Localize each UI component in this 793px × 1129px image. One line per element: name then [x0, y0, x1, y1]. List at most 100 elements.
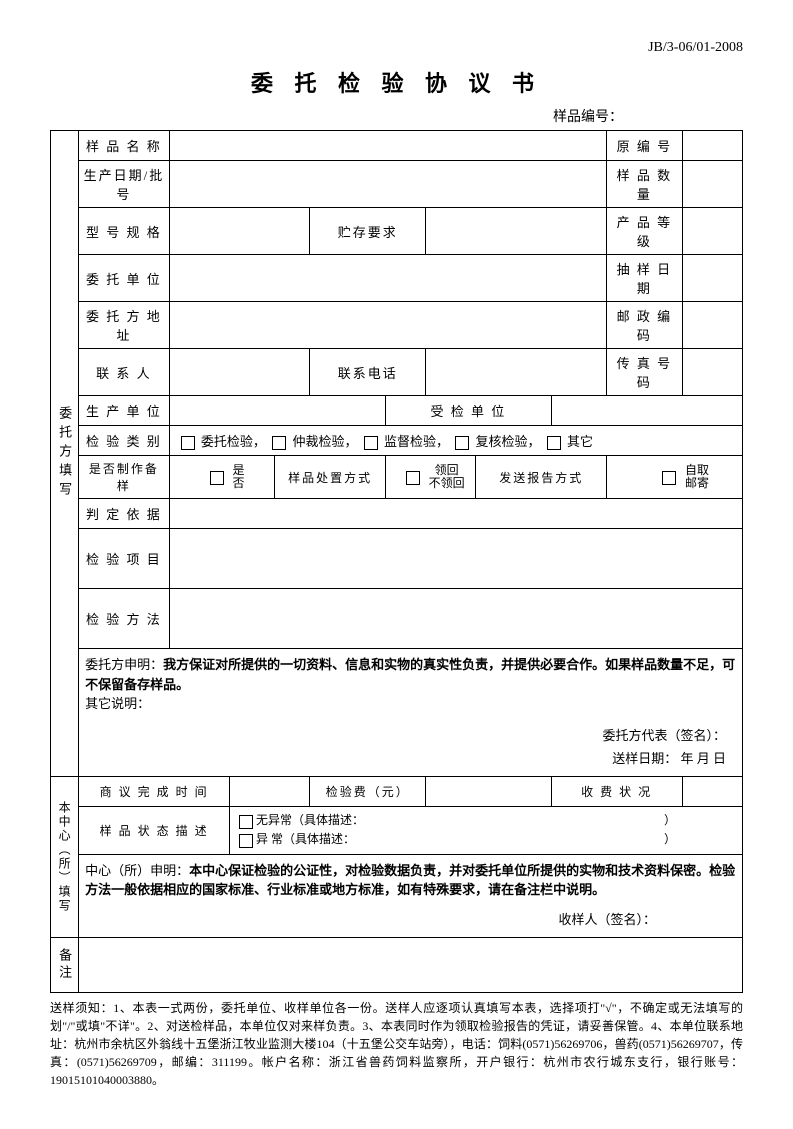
main-form-table: 委托方填写 样 品 名 称 原 编 号 生产日期/批号 样 品 数 量 型 号 …	[50, 130, 743, 993]
checkbox-entrust[interactable]	[181, 436, 195, 450]
field-prod-date[interactable]	[169, 161, 606, 208]
label-fax: 传 真 号 码	[607, 349, 682, 396]
opt-take: 领回	[435, 463, 459, 477]
field-phone[interactable]	[426, 349, 607, 396]
normal-label: 无异常（具体描述：	[256, 813, 364, 827]
submission-notice: 送样须知：1、本表一式两份，委托单位、收样单位各一份。送样人应逐项认真填写本表，…	[50, 999, 743, 1089]
field-storage[interactable]	[426, 208, 607, 255]
receiver-sign-label: 收样人（签名）：	[558, 912, 656, 927]
label-phone: 联系电话	[310, 349, 426, 396]
field-inspected[interactable]	[551, 396, 742, 426]
opt-yes: 是	[233, 463, 245, 477]
page-title: 委 托 检 验 协 议 书	[50, 66, 743, 98]
label-sample-qty: 样 品 数 量	[607, 161, 682, 208]
field-fee[interactable]	[426, 777, 552, 807]
opt-entrust: 委托检验，	[201, 434, 266, 449]
label-prod-date: 生产日期/批号	[79, 161, 170, 208]
center-declaration: 中心（所）申明：本中心保证检验的公证性，对检验数据负责，并对委托单位所提供的实物…	[79, 854, 743, 937]
section1-header: 委托方填写	[51, 131, 79, 777]
label-disposal: 样品处置方式	[275, 456, 386, 499]
checkbox-disposal-wrap	[385, 456, 425, 499]
checkbox-report[interactable]	[662, 471, 676, 485]
document-code: JB/3-06/01-2008	[50, 40, 743, 56]
label-model: 型 号 规 格	[79, 208, 170, 255]
field-insp-type[interactable]: 委托检验， 仲裁检验， 监督检验， 复核检验， 其它	[169, 426, 742, 456]
field-sample-date[interactable]	[682, 255, 742, 302]
checkbox-normal[interactable]	[239, 815, 253, 829]
label-report: 发送报告方式	[476, 456, 607, 499]
label-negotiate: 商 议 完 成 时 间	[79, 777, 230, 807]
label-addr: 委 托 方 地 址	[79, 302, 170, 349]
opt-pickup: 自取	[685, 463, 709, 477]
field-sample-name[interactable]	[169, 131, 606, 161]
field-addr[interactable]	[169, 302, 606, 349]
declare1-prefix: 委托方申明：	[85, 657, 163, 672]
label-backup: 是否制作备样	[79, 456, 170, 499]
opt-mail: 邮寄	[685, 476, 709, 490]
label-producer: 生 产 单 位	[79, 396, 170, 426]
label-storage: 贮存要求	[310, 208, 426, 255]
paren2: ）	[664, 830, 676, 849]
label-basis: 判 定 依 据	[79, 499, 170, 529]
label-orig-no: 原 编 号	[607, 131, 682, 161]
send-date-label: 送样日期： 年 月 日	[612, 751, 726, 766]
label-fee: 检验费（元）	[310, 777, 426, 807]
checkbox-review[interactable]	[455, 436, 469, 450]
section3-header: 备注	[51, 938, 79, 993]
label-sample-date: 抽 样 日 期	[607, 255, 682, 302]
backup-opts: 是否	[230, 456, 275, 499]
opt-supervise: 监督检验，	[384, 434, 449, 449]
field-negotiate[interactable]	[230, 777, 310, 807]
declare1-other: 其它说明：	[85, 696, 150, 711]
field-entrust-unit[interactable]	[169, 255, 606, 302]
rep-sign-label: 委托方代表（签名）：	[602, 728, 726, 743]
field-postcode[interactable]	[682, 302, 742, 349]
label-method: 检 验 方 法	[79, 589, 170, 649]
field-grade[interactable]	[682, 208, 742, 255]
checkbox-other[interactable]	[547, 436, 561, 450]
opt-other: 其它	[567, 434, 593, 449]
checkbox-arbitration[interactable]	[272, 436, 286, 450]
label-postcode: 邮 政 编 码	[607, 302, 682, 349]
label-entrust-unit: 委 托 单 位	[79, 255, 170, 302]
field-remarks[interactable]	[79, 938, 743, 993]
label-grade: 产 品 等 级	[607, 208, 682, 255]
label-items: 检 验 项 目	[79, 529, 170, 589]
declare2-prefix: 中心（所）申明：	[85, 863, 189, 878]
label-sample-name: 样 品 名 称	[79, 131, 170, 161]
field-contact[interactable]	[169, 349, 310, 396]
section2-header: 本中心（所）填写	[51, 777, 79, 938]
field-items[interactable]	[169, 529, 742, 589]
field-model[interactable]	[169, 208, 310, 255]
field-fax[interactable]	[682, 349, 742, 396]
label-fee-status: 收 费 状 况	[551, 777, 682, 807]
abnormal-label: 异 常（具体描述：	[256, 832, 355, 846]
checkbox-backup-wrap	[169, 456, 229, 499]
field-orig-no[interactable]	[682, 131, 742, 161]
label-sample-status: 样 品 状 态 描 述	[79, 807, 230, 854]
checkbox-supervise[interactable]	[364, 436, 378, 450]
opt-arbitration: 仲裁检验，	[292, 434, 357, 449]
label-inspected: 受 检 单 位	[385, 396, 551, 426]
opt-no: 否	[233, 476, 245, 490]
opt-review: 复核检验，	[475, 434, 540, 449]
checkbox-disposal[interactable]	[406, 471, 420, 485]
report-opts: 自取邮寄	[682, 456, 742, 499]
field-sample-qty[interactable]	[682, 161, 742, 208]
checkbox-abnormal[interactable]	[239, 834, 253, 848]
field-fee-status[interactable]	[682, 777, 742, 807]
field-basis[interactable]	[169, 499, 742, 529]
sample-number-label: 样品编号：	[50, 106, 743, 126]
declare1-bold: 我方保证对所提供的一切资料、信息和实物的真实性负责，并提供必要合作。如果样品数量…	[85, 657, 735, 692]
checkbox-report-wrap	[607, 456, 682, 499]
paren1: ）	[664, 811, 676, 830]
field-sample-status[interactable]: 无异常（具体描述： ） 异 常（具体描述： ）	[230, 807, 743, 854]
label-contact: 联 系 人	[79, 349, 170, 396]
opt-notake: 不领回	[429, 476, 465, 490]
disposal-opts: 领回不领回	[426, 456, 476, 499]
field-method[interactable]	[169, 589, 742, 649]
entrust-declaration: 委托方申明：我方保证对所提供的一切资料、信息和实物的真实性负责，并提供必要合作。…	[79, 649, 743, 777]
field-producer[interactable]	[169, 396, 385, 426]
label-insp-type: 检 验 类 别	[79, 426, 170, 456]
checkbox-backup[interactable]	[210, 471, 224, 485]
